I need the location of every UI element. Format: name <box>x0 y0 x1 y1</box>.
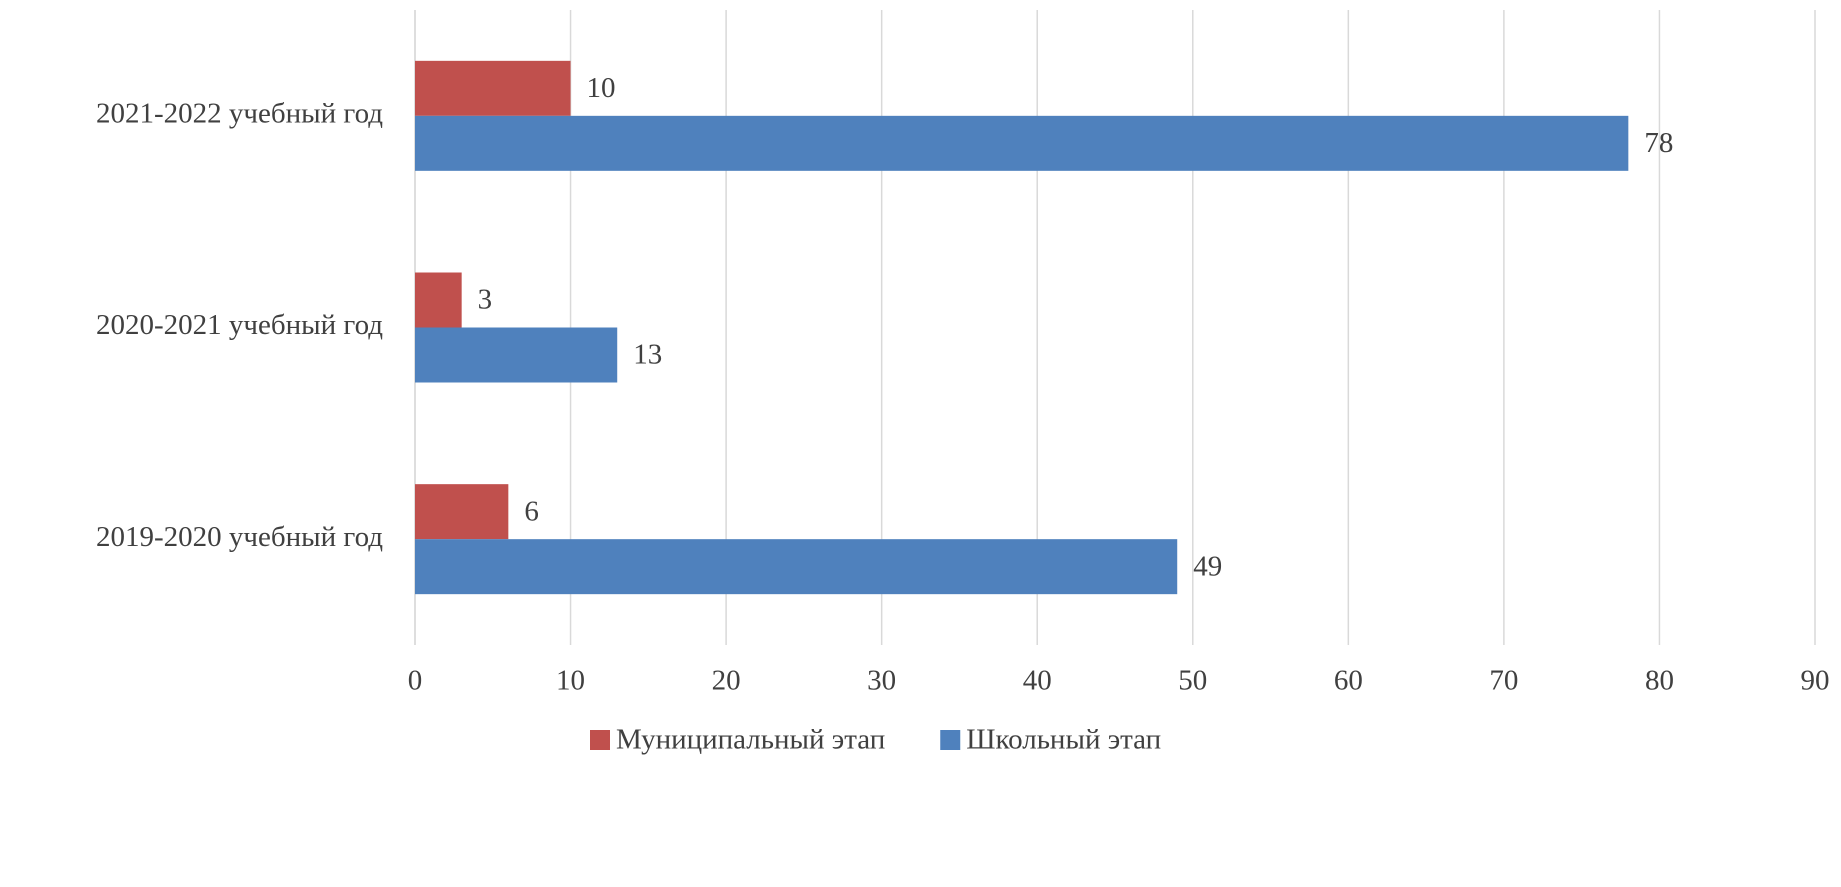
data-label: 3 <box>478 284 493 316</box>
x-tick-label: 20 <box>712 665 741 697</box>
bar <box>415 484 509 540</box>
legend-label: Школьный этап <box>966 724 1161 756</box>
y-tick-label: 2020-2021 учебный год <box>96 309 383 341</box>
bar <box>415 115 1629 171</box>
bar <box>415 327 618 383</box>
x-tick-label: 70 <box>1489 665 1518 697</box>
y-tick-label: 2019-2020 учебный год <box>96 521 383 553</box>
bar <box>415 60 571 116</box>
x-tick-label: 40 <box>1023 665 1052 697</box>
x-tick-label: 50 <box>1178 665 1207 697</box>
legend-label: Муниципальный этап <box>616 724 885 756</box>
legend-swatch <box>940 730 961 750</box>
bar <box>415 539 1178 595</box>
x-tick-label: 90 <box>1801 665 1830 697</box>
y-tick-label: 2021-2022 учебный год <box>96 97 383 129</box>
data-label: 78 <box>1644 127 1673 159</box>
x-tick-label: 10 <box>556 665 585 697</box>
x-tick-label: 0 <box>408 665 423 697</box>
x-tick-label: 30 <box>867 665 896 697</box>
data-label: 6 <box>524 495 539 527</box>
x-tick-label: 60 <box>1334 665 1363 697</box>
legend-swatch <box>590 730 610 750</box>
x-tick-label: 80 <box>1645 665 1674 697</box>
data-label: 49 <box>1193 550 1222 582</box>
bar <box>415 272 462 328</box>
data-label: 10 <box>587 72 616 104</box>
data-label: 13 <box>633 339 662 371</box>
